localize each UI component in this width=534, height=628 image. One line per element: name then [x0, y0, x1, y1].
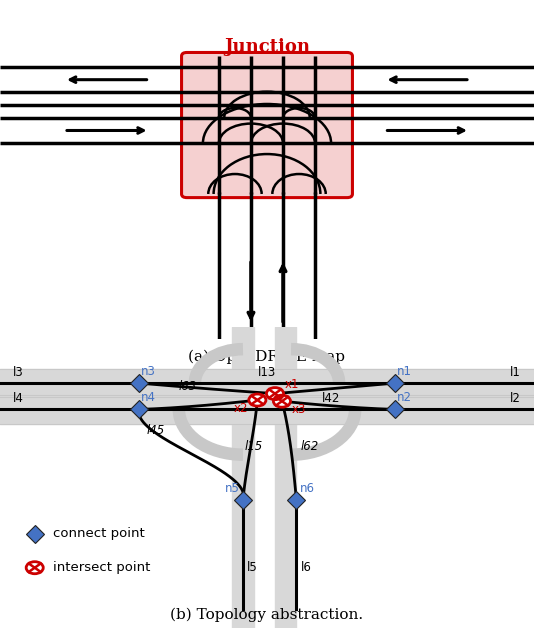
- Text: n2: n2: [397, 391, 412, 404]
- Text: l4: l4: [13, 392, 24, 405]
- Text: n5: n5: [225, 482, 240, 495]
- Text: l45: l45: [147, 424, 165, 436]
- Text: x2: x2: [233, 402, 248, 415]
- Text: l2: l2: [510, 392, 521, 405]
- Text: x1: x1: [285, 377, 299, 391]
- Text: l5: l5: [247, 561, 258, 574]
- Text: x3: x3: [292, 403, 306, 416]
- Text: l63: l63: [179, 379, 197, 392]
- Text: connect point: connect point: [53, 528, 145, 540]
- Text: (b) Topology abstraction.: (b) Topology abstraction.: [170, 608, 364, 622]
- Text: n4: n4: [141, 391, 156, 404]
- Text: l62: l62: [300, 440, 318, 453]
- Text: l6: l6: [301, 561, 311, 574]
- Text: n1: n1: [397, 365, 412, 378]
- Text: l1: l1: [510, 365, 521, 379]
- Text: l3: l3: [13, 365, 24, 379]
- Circle shape: [26, 561, 43, 574]
- Text: Junction: Junction: [224, 38, 310, 56]
- Text: l15: l15: [245, 440, 263, 453]
- Circle shape: [273, 395, 290, 407]
- Text: l42: l42: [322, 392, 340, 405]
- Text: n3: n3: [141, 365, 156, 378]
- Text: intersect point: intersect point: [53, 561, 151, 574]
- Text: (a) OpenDRIVE map: (a) OpenDRIVE map: [189, 350, 345, 364]
- Text: n6: n6: [300, 482, 315, 495]
- Text: l13: l13: [258, 365, 276, 379]
- Circle shape: [249, 394, 266, 406]
- Circle shape: [266, 387, 284, 399]
- FancyBboxPatch shape: [182, 53, 352, 198]
